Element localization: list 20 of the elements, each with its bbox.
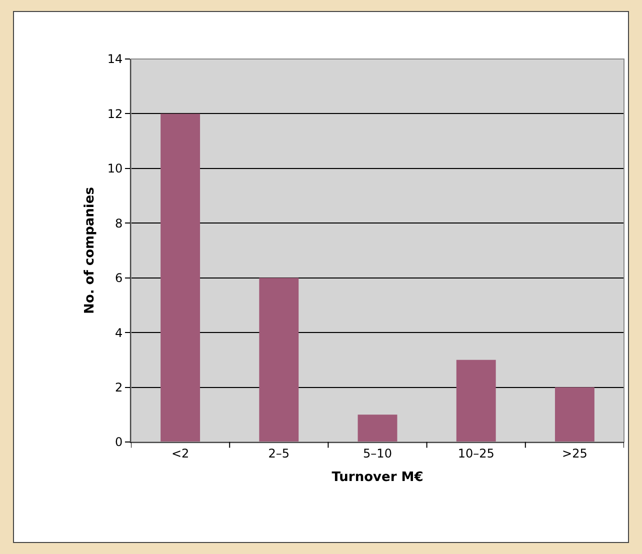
- bar: [554, 387, 594, 442]
- y-axis-title: No. of companies: [82, 186, 98, 314]
- bar: [160, 114, 200, 442]
- bar: [358, 414, 398, 442]
- x-tick-label: 5–10: [363, 446, 392, 460]
- bar: [456, 360, 496, 442]
- y-tick-label: 0: [114, 435, 123, 450]
- x-tick-label: 2–5: [268, 446, 290, 460]
- y-tick-label: 10: [107, 162, 123, 176]
- x-tick-label: <2: [171, 446, 190, 460]
- y-tick-label: 4: [114, 326, 123, 340]
- x-axis-title: Turnover M€: [332, 470, 424, 485]
- x-tick-label: 10–25: [458, 446, 494, 460]
- x-tick-label: >25: [562, 446, 588, 460]
- y-tick-label: 8: [114, 216, 123, 230]
- y-tick-label: 6: [114, 271, 123, 286]
- bar: [259, 278, 299, 442]
- y-tick-label: 12: [107, 106, 123, 121]
- y-tick-label: 2: [114, 380, 123, 394]
- y-tick-label: 14: [107, 52, 123, 66]
